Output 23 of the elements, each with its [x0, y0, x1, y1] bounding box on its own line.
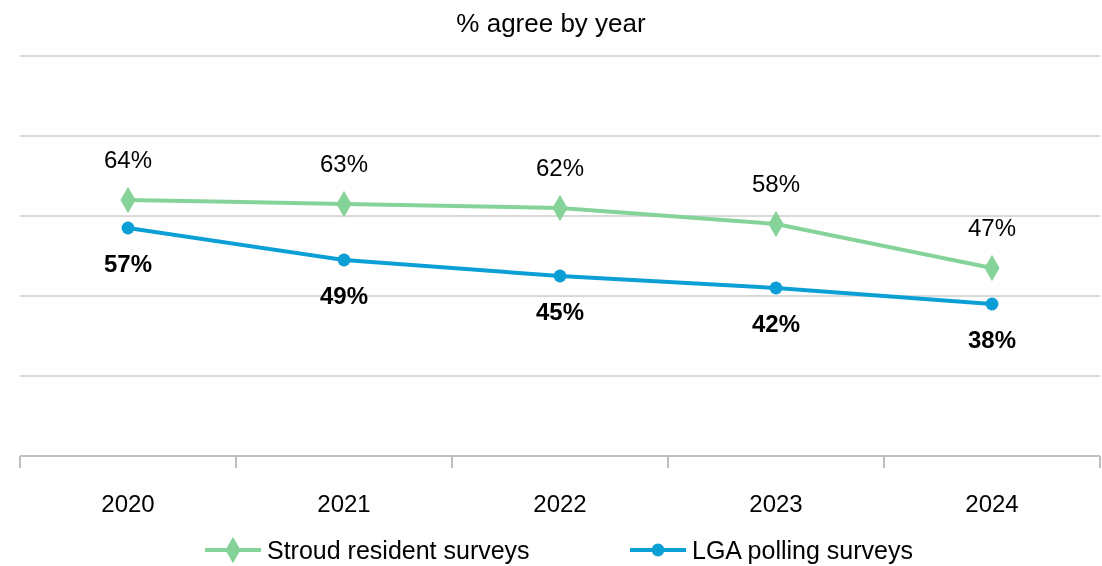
- x-tick-label: 2024: [965, 490, 1019, 517]
- data-label: 64%: [103, 146, 153, 173]
- data-label: 47%: [967, 214, 1017, 241]
- data-label: 62%: [535, 154, 585, 181]
- x-tick-label: 2023: [749, 490, 803, 517]
- legend-label: LGA polling surveys: [692, 536, 913, 564]
- point: [985, 297, 999, 311]
- data-label: 45%: [535, 298, 585, 325]
- point: [553, 269, 567, 283]
- data-label: 57%: [103, 250, 153, 277]
- data-label: 42%: [751, 310, 801, 337]
- point: [121, 221, 135, 235]
- data-label: 63%: [319, 150, 369, 177]
- point: [769, 281, 783, 295]
- data-label: 38%: [967, 326, 1017, 353]
- x-tick-label: 2022: [533, 490, 587, 517]
- legend-label: Stroud resident surveys: [267, 536, 530, 564]
- chart-title: % agree by year: [456, 8, 646, 38]
- data-label: 58%: [751, 170, 801, 197]
- x-tick-label: 2021: [317, 490, 371, 517]
- x-tick-label: 2020: [101, 490, 155, 517]
- point: [337, 253, 351, 267]
- data-label: 49%: [319, 282, 369, 309]
